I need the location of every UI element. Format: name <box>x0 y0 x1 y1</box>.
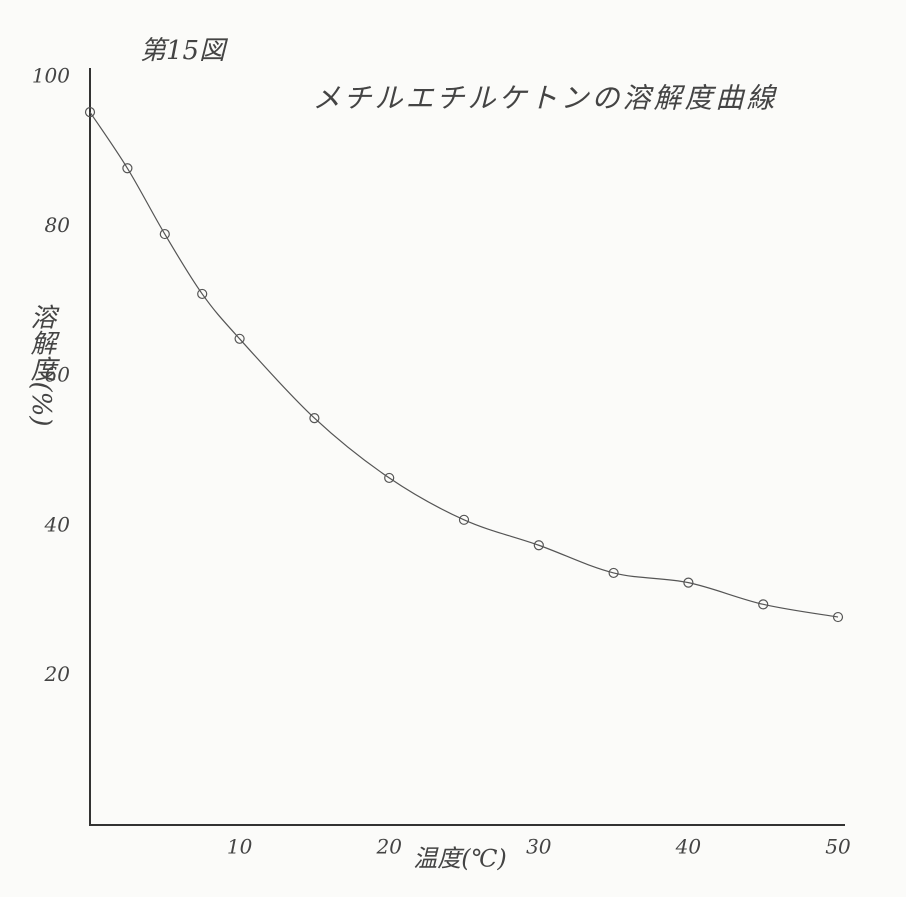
figure-label: 第15図 <box>140 36 228 66</box>
data-point <box>384 472 395 484</box>
x-tick-label: 50 <box>825 835 851 859</box>
y-tick-label: 60 <box>45 363 71 387</box>
data-point <box>608 567 619 579</box>
chart-title: メチルエチルケトンの溶解度曲線 <box>312 82 777 115</box>
data-point <box>458 514 470 525</box>
data-point <box>832 611 844 623</box>
data-point <box>234 333 245 344</box>
data-point <box>197 288 208 300</box>
data-point <box>309 412 320 424</box>
curve <box>89 111 839 618</box>
data-point <box>683 577 694 588</box>
y-tick-label: 40 <box>44 512 71 536</box>
data-point <box>84 107 96 118</box>
y-tick-label: 80 <box>45 213 71 237</box>
y-axis-label: 溶解度(%) <box>26 304 56 427</box>
x-axis-label: 温度(℃) <box>413 845 507 873</box>
data-point <box>159 228 170 240</box>
x-tick-label: 10 <box>227 835 253 859</box>
data-point <box>122 163 133 174</box>
y-tick-label: 20 <box>44 662 71 686</box>
x-tick-label: 40 <box>675 835 702 859</box>
x-tick-label: 30 <box>526 835 552 859</box>
data-point <box>758 599 769 610</box>
data-point <box>533 540 544 551</box>
x-tick-label: 20 <box>375 835 402 859</box>
y-tick-label: 100 <box>32 64 70 88</box>
